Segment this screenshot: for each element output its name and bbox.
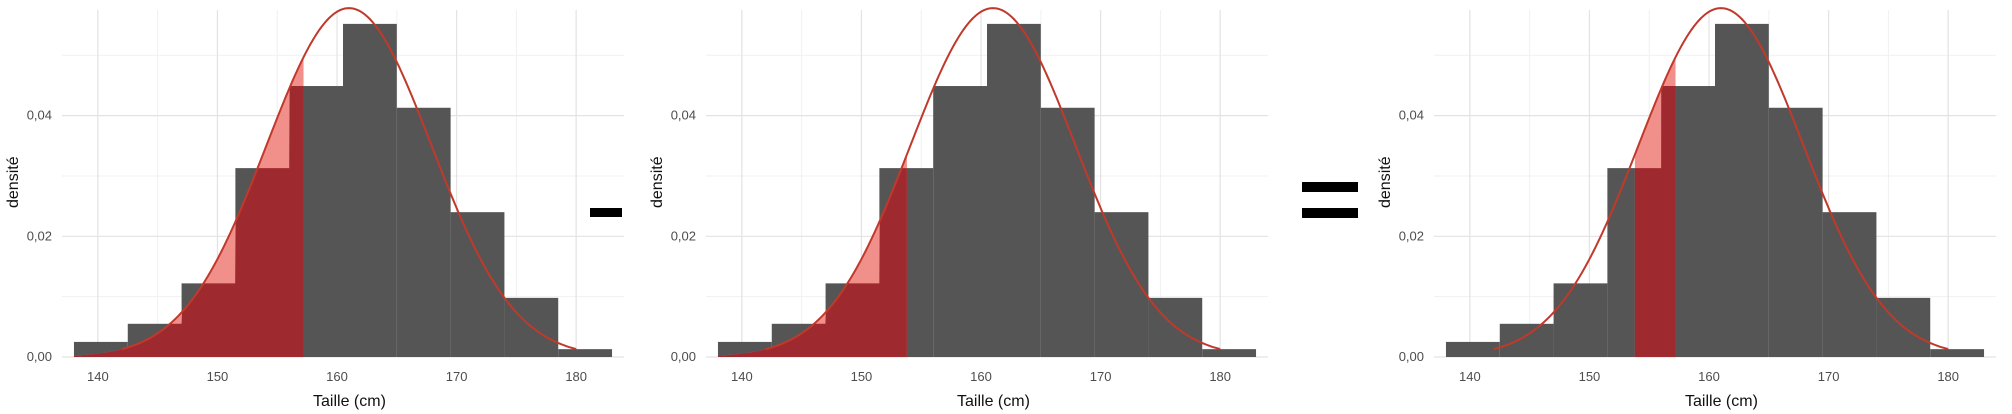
equals-bar-bottom	[1302, 208, 1358, 218]
x-tick-label: 150	[1579, 369, 1601, 384]
x-tick-label: 170	[1818, 369, 1840, 384]
shaded-area-bars	[73, 86, 304, 357]
minus-operator	[590, 208, 622, 217]
x-axis-label: Taille (cm)	[313, 393, 386, 410]
histogram-bars	[1445, 23, 1985, 357]
x-axis-label: Taille (cm)	[1685, 393, 1758, 410]
histogram-bar	[343, 23, 397, 357]
y-tick-label: 0,02	[671, 228, 696, 243]
x-tick-label: 180	[565, 369, 587, 384]
y-tick-label: 0,02	[1399, 228, 1424, 243]
histogram-bar	[558, 349, 613, 357]
chart-panel-1: densité 140 150 160 170 180 0,00 0,02 0,04 Tail…	[0, 0, 640, 414]
histogram-bar	[1768, 107, 1823, 357]
chart-plot: 140 150 160 170 180 0,00 0,02 0,04	[1399, 7, 1996, 384]
histogram-bar	[1040, 107, 1095, 357]
histogram-bar	[396, 107, 451, 357]
y-tick-label: 0,00	[1399, 349, 1424, 364]
histogram-bar	[1553, 283, 1608, 357]
x-axis-label: Taille (cm)	[957, 393, 1030, 410]
histogram-bar	[933, 86, 987, 357]
chart-panel-3: densité 140 150 160 170 180 0,00 0,02 0,04 Tail…	[1372, 0, 2012, 414]
x-tick-label: 180	[1209, 369, 1231, 384]
x-tick-label: 140	[87, 369, 109, 384]
chart-plot: 140 150 160 170 180 0,00 0,02 0,04	[27, 7, 624, 384]
histogram-bar	[1499, 323, 1554, 357]
y-tick-label: 0,00	[671, 349, 696, 364]
normal-curve	[1493, 7, 1949, 351]
equals-operator	[1302, 182, 1358, 220]
y-tick-label: 0,04	[27, 108, 52, 123]
x-tick-label: 140	[731, 369, 753, 384]
x-tick-label: 150	[851, 369, 873, 384]
x-tick-label: 180	[1937, 369, 1959, 384]
normal-curve	[765, 7, 1221, 351]
x-tick-label: 160	[970, 369, 992, 384]
x-tick-label: 150	[207, 369, 229, 384]
shaded-area-bars	[717, 168, 907, 357]
x-tick-label: 160	[326, 369, 348, 384]
histogram-bar	[1930, 349, 1985, 357]
shaded-area-bars	[1634, 86, 1676, 357]
histogram-bar	[1202, 349, 1257, 357]
y-tick-label: 0,02	[27, 228, 52, 243]
chart-plot: 140 150 160 170 180 0,00 0,02 0,04	[671, 7, 1268, 384]
y-tick-label: 0,04	[671, 108, 696, 123]
y-tick-label: 0,04	[1399, 108, 1424, 123]
normal-curve	[121, 7, 577, 351]
chart-panel-2: densité 140 150 160 170 180 0,00 0,02 0,04 Tail…	[644, 0, 1284, 414]
x-tick-label: 170	[1090, 369, 1112, 384]
equals-bar-top	[1302, 182, 1358, 192]
histogram-bar	[987, 23, 1041, 357]
x-tick-label: 170	[446, 369, 468, 384]
y-tick-label: 0,00	[27, 349, 52, 364]
histogram-bar	[1715, 23, 1769, 357]
x-tick-label: 140	[1459, 369, 1481, 384]
histogram-bars	[73, 23, 613, 357]
histogram-bars	[717, 23, 1257, 357]
x-tick-label: 160	[1698, 369, 1720, 384]
histogram-bar	[1445, 341, 1500, 357]
